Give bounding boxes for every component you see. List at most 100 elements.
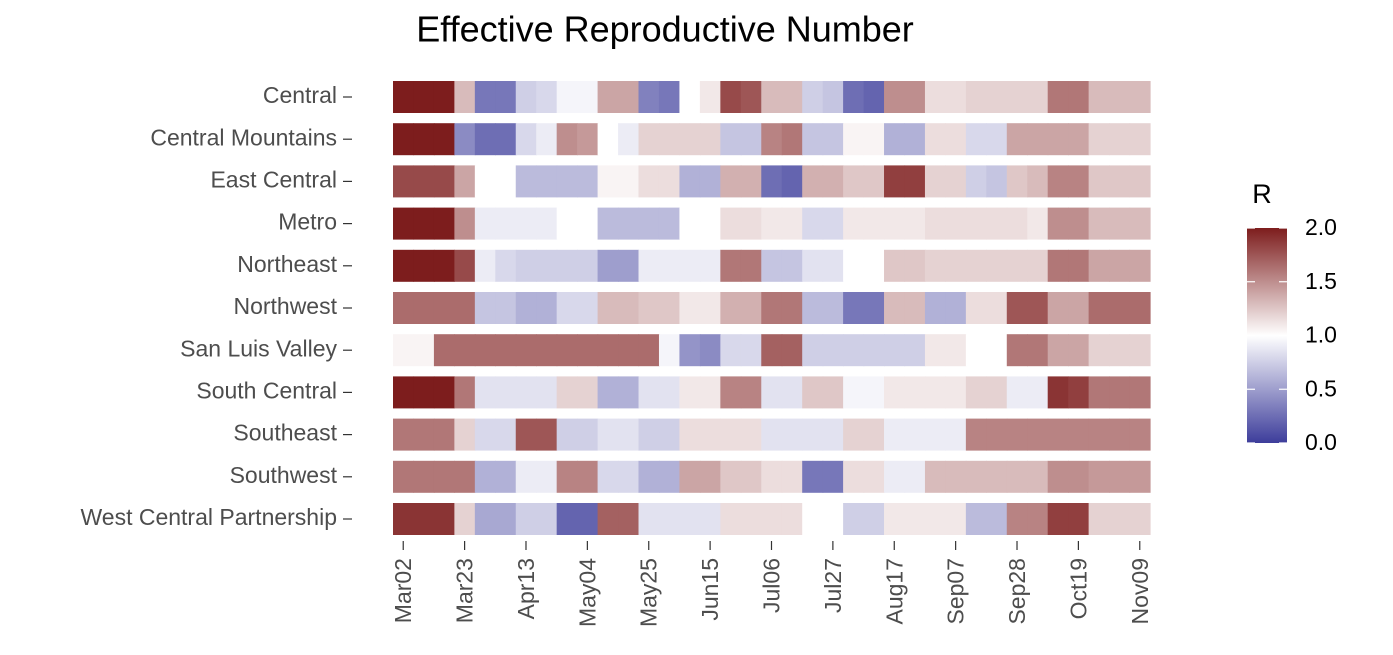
heat-cell: [1129, 376, 1151, 409]
heat-cell: [536, 503, 558, 535]
heat-cell: [495, 81, 517, 113]
heat-cell: [515, 123, 537, 156]
heat-cell: [618, 376, 640, 409]
heat-cell: [556, 376, 578, 409]
heat-cell: [658, 207, 681, 240]
heat-cell: [965, 418, 987, 451]
heat-cell: [863, 81, 885, 113]
heat-cell: [822, 503, 844, 535]
heat-cell: [884, 81, 906, 113]
heat-cell: [433, 165, 455, 198]
heat-cell: [986, 81, 1008, 113]
heat-cell: [679, 376, 701, 409]
heat-cell: [638, 334, 660, 367]
heat-cell: [495, 503, 517, 535]
heat-cell: [433, 207, 455, 240]
y-tick-label: Southwest: [230, 462, 338, 488]
heat-cell: [454, 249, 476, 282]
heat-cell: [638, 165, 660, 198]
heat-cell: [679, 249, 701, 282]
y-tick-label: Metro: [278, 209, 337, 235]
heat-cell: [802, 376, 824, 409]
heat-cell: [679, 81, 701, 113]
heat-cell: [413, 503, 435, 535]
heat-cell: [720, 207, 742, 240]
heat-cell: [761, 123, 783, 156]
heat-cell: [638, 376, 660, 409]
heat-cell: [1006, 460, 1028, 493]
heat-cell: [904, 460, 926, 493]
heat-cell: [393, 81, 415, 113]
heat-cell: [699, 376, 721, 409]
heat-cell: [699, 460, 721, 493]
heat-cell: [1068, 207, 1090, 240]
heat-cell: [924, 503, 947, 535]
heat-cell: [945, 418, 967, 451]
heat-cell: [597, 123, 619, 156]
heat-cell: [904, 418, 926, 451]
heat-cell: [924, 81, 947, 113]
heat-cell: [822, 249, 844, 282]
heat-cell: [658, 123, 681, 156]
heat-cell: [1006, 165, 1028, 198]
heat-cell: [1047, 376, 1069, 409]
heat-cell: [638, 418, 660, 451]
heat-cell: [945, 460, 967, 493]
heat-cell: [761, 207, 783, 240]
heat-cell: [679, 503, 701, 535]
heat-cell: [536, 418, 558, 451]
heat-cell: [822, 207, 844, 240]
heat-cell: [761, 249, 783, 282]
heat-cell: [802, 81, 824, 113]
heat-cell: [924, 460, 947, 493]
heat-cell: [1068, 81, 1090, 113]
heat-cell: [986, 376, 1008, 409]
heat-cell: [1047, 418, 1069, 451]
heat-cell: [495, 165, 517, 198]
heat-cell: [884, 123, 906, 156]
heat-cell: [740, 503, 762, 535]
heat-cell: [945, 165, 967, 198]
heat-cell: [597, 503, 619, 535]
heat-cell: [965, 207, 987, 240]
heat-cell: [1047, 334, 1069, 367]
heat-cell: [536, 334, 558, 367]
heat-cell: [618, 81, 640, 113]
heat-cell: [474, 334, 496, 367]
heat-cell: [863, 376, 885, 409]
legend-label: 1.0: [1305, 322, 1337, 348]
heat-cell: [1006, 81, 1028, 113]
y-tick-label: West Central Partnership: [80, 504, 337, 530]
heat-cell: [515, 503, 537, 535]
heat-cell: [577, 418, 599, 451]
heat-cell: [945, 503, 967, 535]
heat-cell: [597, 207, 619, 240]
heat-cell: [863, 418, 885, 451]
heat-cell: [1109, 249, 1131, 282]
heat-cell: [679, 460, 701, 493]
heat-cell: [1129, 460, 1151, 493]
heat-cell: [1006, 334, 1028, 367]
heat-cell: [638, 249, 660, 282]
heat-cell: [699, 503, 721, 535]
x-tick-label: Sep28: [1004, 558, 1030, 625]
heat-cell: [658, 292, 681, 324]
heat-cell: [474, 207, 496, 240]
heat-cell: [863, 123, 885, 156]
heat-cell: [1027, 418, 1049, 451]
heat-cell: [495, 334, 517, 367]
heat-cell: [495, 292, 517, 324]
heat-cell: [454, 123, 476, 156]
heat-cell: [965, 376, 987, 409]
heat-cell: [904, 165, 926, 198]
heat-cell: [986, 123, 1008, 156]
heat-cell: [884, 249, 906, 282]
heat-cell: [863, 207, 885, 240]
heat-cell: [740, 418, 762, 451]
heat-cell: [597, 165, 619, 198]
heat-cell: [515, 165, 537, 198]
heat-cell: [986, 503, 1008, 535]
heat-cell: [699, 81, 721, 113]
heat-cell: [577, 81, 599, 113]
heat-cell: [556, 334, 578, 367]
